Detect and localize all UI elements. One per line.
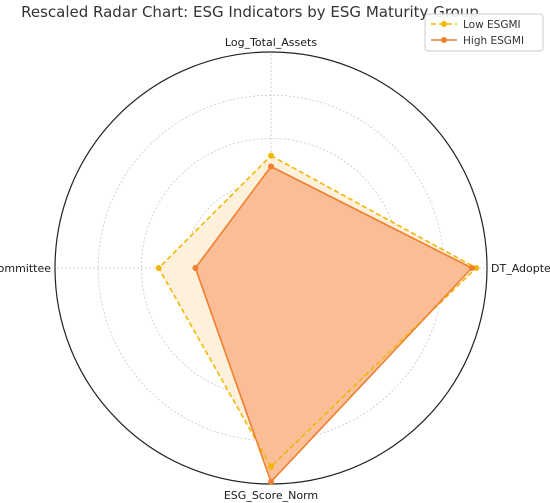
series-fill-2: [195, 166, 472, 482]
axis-label-2: DT_Adopter_Binary: [491, 262, 550, 275]
radar-series: [155, 152, 480, 485]
series-1-point-2: [473, 265, 480, 271]
series-1-point-1: [268, 152, 274, 159]
series-2-point-2: [468, 265, 475, 271]
series-1-point-3: [268, 463, 274, 470]
legend: Low ESGMI High ESGMI: [424, 13, 544, 52]
series-2-point-4: [192, 265, 199, 271]
axis-label-1: Log_Total_Assets: [225, 36, 317, 49]
legend-frame: [424, 13, 544, 52]
series-line-1: [157, 154, 478, 468]
chart-title: Rescaled Radar Chart: ESG Indicators by …: [21, 3, 479, 21]
axis-label-4: ESG_Committee: [0, 262, 51, 275]
series-1-point-4: [155, 265, 162, 271]
axis-label-3: ESG_Score_Norm: [224, 489, 318, 502]
series-2-point-1: [268, 163, 274, 170]
legend-marker-1: [441, 21, 447, 27]
legend-marker-2: [441, 37, 447, 43]
series-2-point-3: [268, 478, 274, 485]
legend-label-1: Low ESGMI: [463, 19, 521, 31]
legend-label-2: High ESGMI: [463, 35, 524, 47]
axis-labels: Log_Total_Assets DT_Adopter_Binary ESG_Sco…: [0, 36, 550, 502]
